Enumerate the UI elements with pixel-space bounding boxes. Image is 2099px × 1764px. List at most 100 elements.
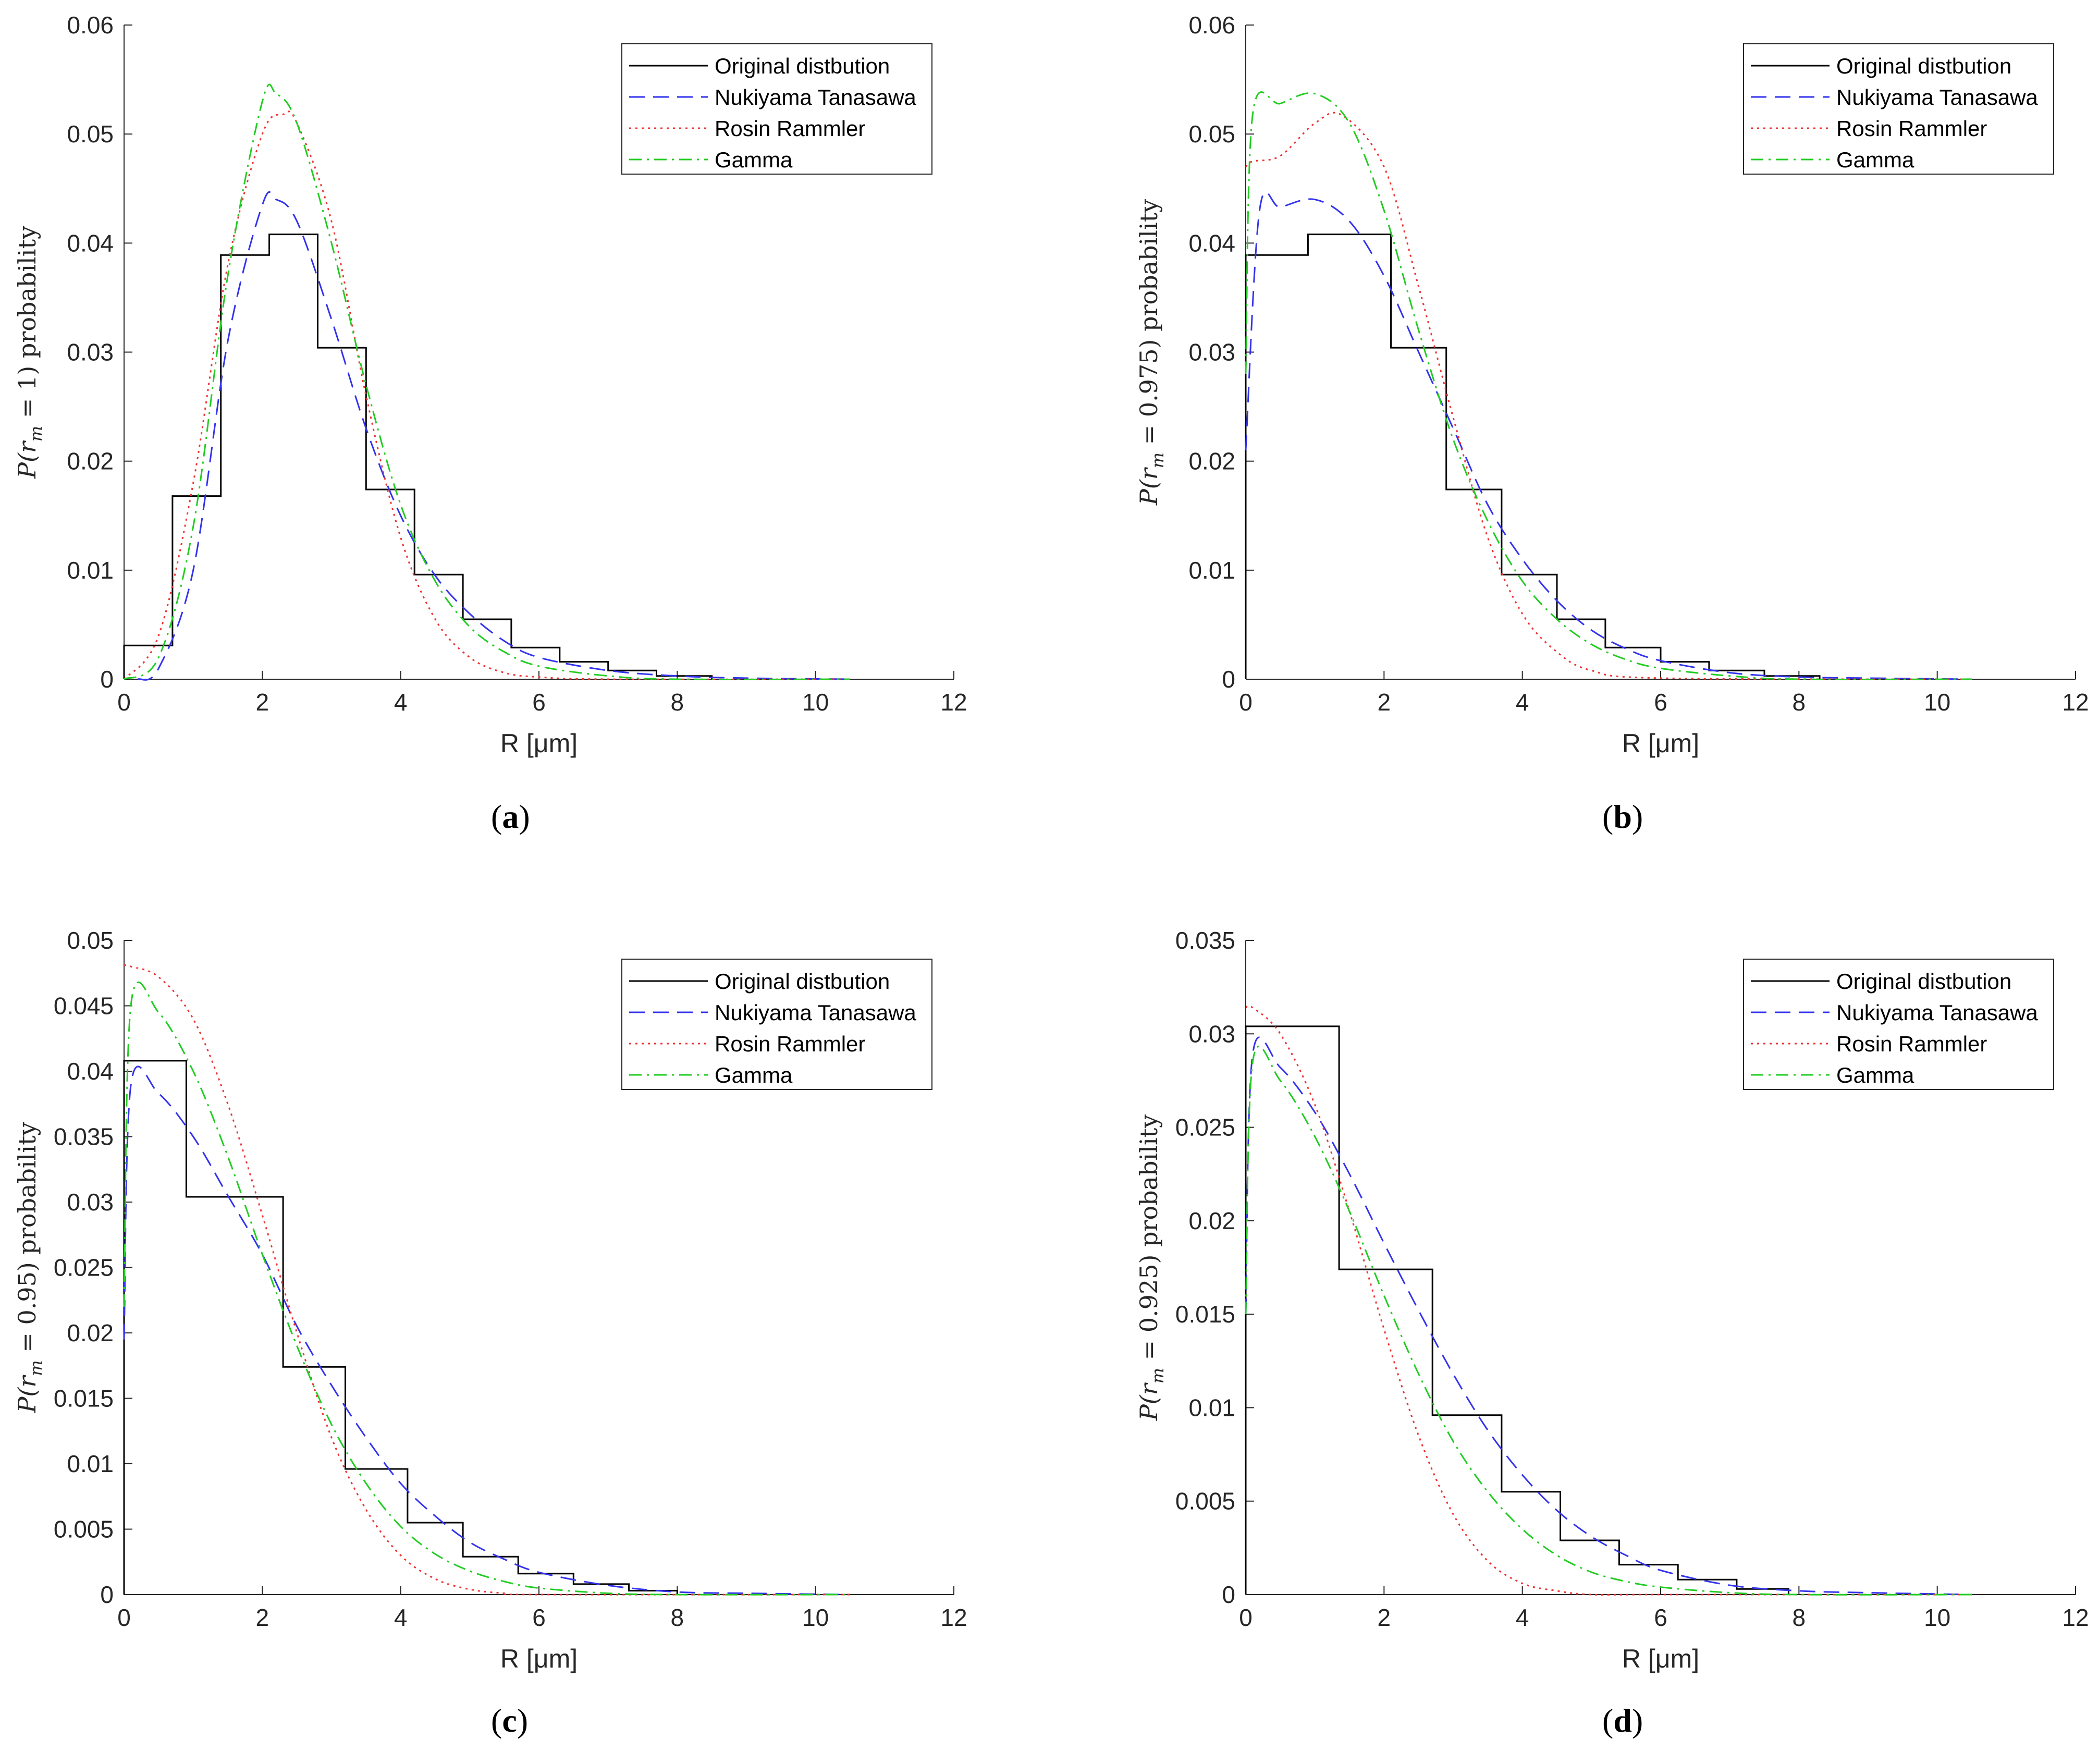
- chart-c-y-tick-label: 0.01: [67, 1450, 114, 1477]
- chart-c-series-rosin-rammler: [124, 964, 851, 1596]
- chart-b-y-tick-label: 0.05: [1188, 120, 1235, 148]
- chart-a-y-label-part: P(r: [13, 440, 41, 479]
- chart-b-y-tick-label: 0.01: [1188, 557, 1235, 584]
- chart-c-legend-label: Nukiyama Tanasawa: [715, 1000, 916, 1025]
- chart-a-y-label-subscript: m: [26, 426, 46, 442]
- chart-panel-c: 0 2 4 6 8 10 12 0 0.005 0.01 0.015 0.02 0.025 0.03 0.0…: [0, 883, 1048, 1764]
- chart-b-x-tick-label: 2: [1378, 689, 1391, 716]
- chart-a-x-tick-label: 8: [671, 689, 684, 716]
- chart-c-y-label-subscript: m: [26, 1360, 46, 1376]
- chart-d-legend-label: Rosin Rammler: [1836, 1032, 1987, 1056]
- chart-b-legend-label: Rosin Rammler: [1836, 116, 1987, 141]
- chart-d-y-label-part: P(r: [1135, 1382, 1163, 1421]
- chart-a-y-tick-label: 0: [100, 666, 114, 693]
- caption-c: (c): [491, 1702, 529, 1739]
- chart-c-x-tick-label: 8: [671, 1604, 684, 1631]
- chart-c-y-tick-label: 0.03: [67, 1189, 114, 1216]
- chart-a-x-tick-label: 2: [256, 689, 269, 716]
- chart-a-x-axis-label: R [μm]: [500, 729, 578, 758]
- chart-c-series-nukiyama-tanasawa: [123, 1065, 851, 1596]
- chart-d-y-tick-label: 0.02: [1188, 1207, 1235, 1234]
- chart-d-y-tick-label: 0.025: [1175, 1114, 1235, 1141]
- chart-c-y-tick-label: 0.035: [54, 1123, 114, 1150]
- chart-b-y-tick-label: 0.03: [1188, 339, 1235, 366]
- chart-d-legend-label: Original distbution: [1836, 969, 2011, 994]
- chart-b-x-tick-label: 12: [2062, 689, 2089, 716]
- chart-d-y-label-subscript: m: [1148, 1368, 1168, 1383]
- chart-d-x-tick-label: 0: [1239, 1604, 1253, 1631]
- chart-a-legend-label: Rosin Rammler: [715, 116, 865, 141]
- chart-b-x-axis-label: R [μm]: [1622, 729, 1699, 758]
- chart-b-y-tick-label: 0.04: [1188, 229, 1235, 256]
- chart-c-y-tick-label: 0.05: [67, 927, 114, 954]
- chart-a-x-tick-label: 0: [117, 689, 131, 716]
- chart-c-y-tick-label: 0.025: [54, 1254, 114, 1281]
- chart-b-series-gamma: [1245, 91, 1972, 680]
- chart-b-y-axis-label: P(rm = 0.975) probability: [1135, 199, 1168, 506]
- chart-b-y-tick-label: 0.02: [1188, 448, 1235, 475]
- chart-b-x-tick-label: 4: [1516, 689, 1529, 716]
- chart-b-y-label-subscript: m: [1148, 452, 1168, 468]
- chart-c-y-tick-label: 0: [100, 1581, 114, 1608]
- chart-b-series-original-distbution: [1245, 234, 1821, 679]
- chart-b-x-tick-label: 10: [1924, 689, 1950, 716]
- chart-d-y-tick-label: 0.03: [1188, 1020, 1235, 1047]
- chart-c-x-tick-label: 12: [940, 1604, 967, 1631]
- chart-d-svg: 0 2 4 6 8 10 12 0 0.005 0.01 0.015 0.02 0.025 0.03 0.0…: [1135, 927, 2089, 1673]
- chart-b-series-rosin-rammler: [1245, 112, 1972, 680]
- chart-b-y-label-part: P(r: [1135, 467, 1163, 506]
- chart-b-legend-label: Original distbution: [1836, 54, 2011, 78]
- chart-c-y-tick-label: 0.02: [67, 1319, 114, 1346]
- chart-d-y-tick-label: 0.035: [1175, 927, 1235, 954]
- chart-panel-b: 0 2 4 6 8 10 12 0 0.01 0.02 0.03 0.04 0.05 0.06 R [μm]…: [1051, 0, 2099, 881]
- chart-d-x-tick-label: 6: [1654, 1604, 1667, 1631]
- chart-c-y-tick-label: 0.04: [67, 1058, 114, 1085]
- chart-a-svg: 0 2 4 6 8 10 12 0 0.01 0.02 0.03 0.04 0.05 0.06 R [μm]…: [13, 11, 967, 758]
- chart-a-x-tick-label: 12: [940, 689, 967, 716]
- chart-d-series-nukiyama-tanasawa: [1245, 1036, 1972, 1596]
- chart-a-x-tick-label: 6: [532, 689, 546, 716]
- chart-c-x-tick-label: 2: [256, 1604, 269, 1631]
- chart-b-x-tick-label: 8: [1793, 689, 1806, 716]
- chart-c-y-label-part: P(r: [13, 1375, 41, 1414]
- chart-d-y-label-rest: = 0.925) probability: [1135, 1114, 1163, 1368]
- chart-d-legend-label: Gamma: [1836, 1063, 1914, 1087]
- chart-a-legend-label: Nukiyama Tanasawa: [715, 85, 916, 109]
- chart-a-legend-label: Gamma: [715, 148, 793, 172]
- chart-a-y-tick-label: 0.01: [67, 557, 114, 584]
- chart-d-y-tick-label: 0.01: [1188, 1394, 1235, 1421]
- chart-d-x-tick-label: 10: [1924, 1604, 1950, 1631]
- chart-c-x-tick-label: 10: [802, 1604, 829, 1631]
- chart-c-legend-label: Gamma: [715, 1063, 793, 1087]
- caption-a: (a): [491, 798, 530, 835]
- chart-a-series-gamma: [124, 83, 851, 680]
- chart-a-y-tick-label: 0.02: [67, 448, 114, 475]
- chart-d-legend-label: Nukiyama Tanasawa: [1836, 1000, 2038, 1025]
- chart-c-y-tick-label: 0.005: [54, 1516, 114, 1543]
- chart-b-y-label-rest: = 0.975) probability: [1135, 199, 1163, 452]
- chart-c-y-tick-label: 0.015: [54, 1385, 114, 1412]
- chart-a-y-tick-label: 0.03: [67, 339, 114, 366]
- chart-b-svg: 0 2 4 6 8 10 12 0 0.01 0.02 0.03 0.04 0.05 0.06 R [μm]…: [1135, 11, 2089, 758]
- chart-a-y-tick-label: 0.06: [67, 11, 114, 39]
- caption-d: (d): [1602, 1702, 1643, 1739]
- chart-c-x-tick-label: 0: [117, 1604, 131, 1631]
- chart-b-legend-label: Gamma: [1836, 148, 1914, 172]
- chart-a-y-tick-label: 0.04: [67, 229, 114, 256]
- chart-d-y-tick-label: 0: [1222, 1581, 1235, 1608]
- chart-c-svg: 0 2 4 6 8 10 12 0 0.005 0.01 0.015 0.02 0.025 0.03 0.0…: [13, 927, 967, 1673]
- chart-a-series-original-distbution: [123, 234, 713, 679]
- chart-a-y-label-rest: = 1) probability: [13, 226, 41, 426]
- chart-d-y-axis-label: P(rm = 0.925) probability: [1135, 1114, 1168, 1421]
- chart-c-x-tick-label: 6: [532, 1604, 546, 1631]
- chart-d-y-tick-label: 0.015: [1175, 1301, 1235, 1328]
- chart-a-series-rosin-rammler: [123, 111, 851, 680]
- chart-c-y-label-rest: = 0.95) probability: [13, 1122, 41, 1360]
- chart-a-series-nukiyama-tanasawa: [137, 191, 851, 681]
- chart-panel-a: 0 2 4 6 8 10 12 0 0.01 0.02 0.03 0.04 0.05 0.06 R [μm]…: [0, 0, 1048, 881]
- chart-a-x-tick-label: 10: [802, 689, 829, 716]
- chart-d-x-tick-label: 12: [2062, 1604, 2089, 1631]
- chart-a-x-tick-label: 4: [394, 689, 408, 716]
- chart-panel-d: 0 2 4 6 8 10 12 0 0.005 0.01 0.015 0.02 0.025 0.03 0.0…: [1051, 883, 2099, 1764]
- caption-b: (b): [1602, 798, 1643, 835]
